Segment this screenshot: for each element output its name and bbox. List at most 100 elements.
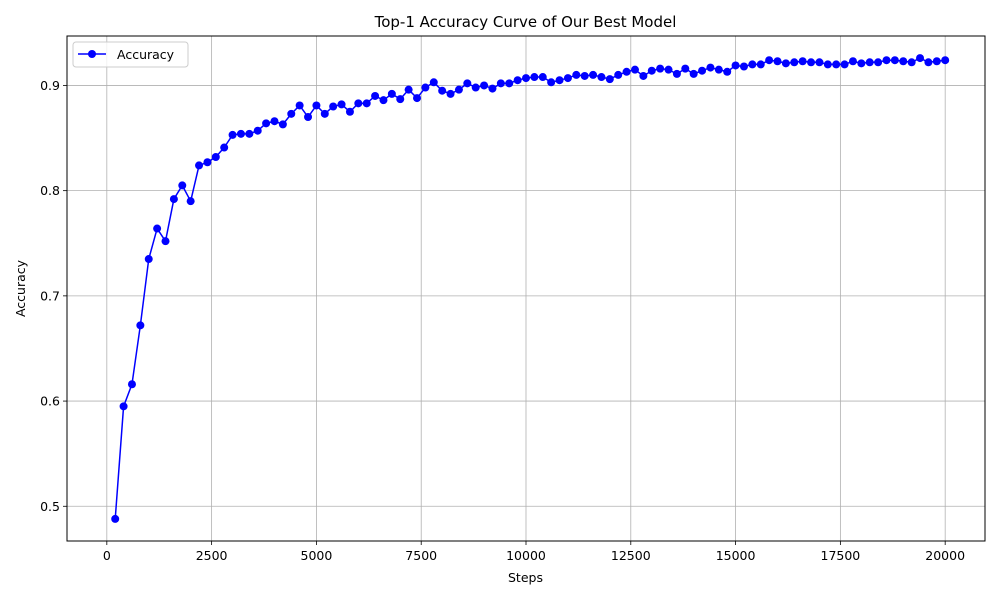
data-point <box>672 69 681 78</box>
data-point <box>228 130 237 139</box>
data-point <box>664 65 673 74</box>
data-point <box>572 70 581 79</box>
data-point <box>656 64 665 73</box>
data-point <box>178 181 187 190</box>
data-point <box>278 120 287 129</box>
data-point <box>589 70 598 79</box>
data-point <box>639 71 648 80</box>
x-tick-label: 12500 <box>611 548 651 563</box>
data-point <box>354 99 363 108</box>
data-point <box>614 70 623 79</box>
data-point <box>253 126 262 135</box>
grid-layer <box>67 36 985 541</box>
data-point <box>538 73 547 82</box>
data-point <box>756 60 765 69</box>
data-point <box>714 65 723 74</box>
data-point <box>865 58 874 67</box>
data-point <box>605 75 614 84</box>
data-point <box>597 73 606 82</box>
data-point <box>136 321 145 330</box>
x-tick-label: 5000 <box>301 548 333 563</box>
data-point <box>496 79 505 88</box>
data-point <box>220 143 229 152</box>
x-axis-label: Steps <box>508 570 543 585</box>
y-ticks: 0.5 0.6 0.7 0.8 0.9 <box>40 78 67 514</box>
x-tick-label: 20000 <box>925 548 965 563</box>
data-point <box>689 69 698 78</box>
data-point <box>337 100 346 109</box>
x-tick-label: 2500 <box>196 548 228 563</box>
data-point <box>312 101 321 110</box>
data-point <box>832 60 841 69</box>
data-point <box>169 195 178 204</box>
data-point <box>630 65 639 74</box>
data-point <box>765 56 774 65</box>
data-point <box>505 79 514 88</box>
data-point <box>396 95 405 104</box>
data-point <box>874 58 883 67</box>
data-point <box>941 56 950 65</box>
y-axis-label: Accuracy <box>13 259 28 317</box>
data-point <box>195 161 204 170</box>
data-point <box>111 514 120 523</box>
legend: Accuracy <box>72 41 189 68</box>
data-point <box>698 66 707 75</box>
data-point <box>413 94 422 103</box>
data-point <box>563 74 572 83</box>
y-tick-label: 0.6 <box>40 394 60 409</box>
data-point <box>488 84 497 93</box>
data-point <box>119 402 128 411</box>
data-point <box>438 86 447 95</box>
data-point <box>471 83 480 92</box>
y-tick-label: 0.9 <box>40 78 60 93</box>
data-point <box>890 56 899 65</box>
data-point <box>647 66 656 75</box>
chart-title: Top-1 Accuracy Curve of Our Best Model <box>374 13 677 31</box>
data-point <box>387 89 396 98</box>
x-tick-label: 10000 <box>506 548 546 563</box>
x-tick-label: 7500 <box>405 548 437 563</box>
data-point <box>530 73 539 82</box>
data-point <box>404 85 413 94</box>
legend-marker <box>88 50 96 58</box>
legend-box <box>72 41 189 68</box>
y-tick-label: 0.7 <box>40 288 60 303</box>
data-point <box>848 57 857 66</box>
data-point <box>127 380 136 389</box>
data-point <box>513 76 522 85</box>
data-point <box>932 57 941 66</box>
data-point <box>287 109 296 118</box>
series-layer <box>111 54 950 523</box>
x-tick-label: 17500 <box>821 548 861 563</box>
x-tick-label: 0 <box>103 548 111 563</box>
data-point <box>203 158 212 167</box>
data-point <box>262 119 271 128</box>
data-point <box>916 54 925 63</box>
data-point <box>345 107 354 116</box>
data-point <box>773 57 782 66</box>
data-point <box>454 85 463 94</box>
data-point <box>798 57 807 66</box>
data-point <box>304 113 313 122</box>
data-point <box>580 71 589 80</box>
data-point <box>706 63 715 72</box>
data-point <box>186 197 195 206</box>
data-point <box>329 102 338 111</box>
data-point <box>899 57 908 66</box>
data-point <box>723 67 732 76</box>
data-point <box>807 58 816 67</box>
data-point <box>270 117 279 126</box>
data-point <box>857 59 866 68</box>
data-point <box>547 78 556 87</box>
series-line <box>114 57 946 519</box>
data-point <box>429 78 438 87</box>
data-point <box>815 58 824 67</box>
data-point <box>161 237 170 246</box>
x-ticks: 0 2500 5000 7500 10000 12500 15000 17500 20000 <box>103 541 965 563</box>
data-point <box>748 60 757 69</box>
y-tick-label: 0.5 <box>40 499 60 514</box>
data-point <box>371 91 380 100</box>
data-point <box>144 255 153 264</box>
data-point <box>731 61 740 70</box>
data-point <box>211 152 220 161</box>
